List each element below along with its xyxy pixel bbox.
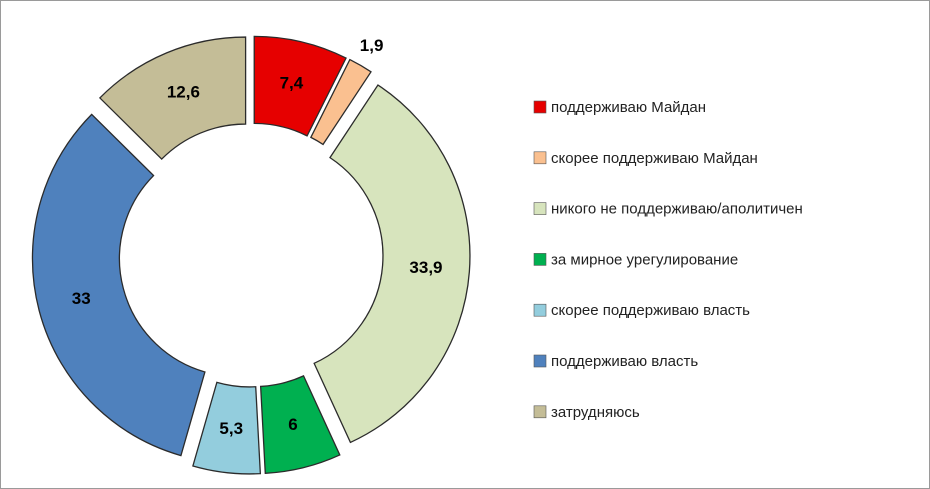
donut-slice — [98, 36, 247, 161]
legend-text: поддерживаю Майдан — [551, 99, 706, 116]
slice-label: 6 — [288, 415, 297, 434]
legend-swatch — [533, 303, 547, 317]
donut-slice — [253, 35, 347, 137]
slice-label: 5,3 — [219, 419, 243, 438]
slice-label: 1,9 — [360, 36, 384, 55]
legend-swatch — [533, 405, 547, 419]
legend-text: скорее поддерживаю Майдан — [551, 150, 758, 167]
donut-slice — [309, 58, 372, 146]
slice-label: 33 — [72, 289, 91, 308]
donut-slice — [259, 374, 341, 474]
legend-text: никого не поддерживаю/аполитичен — [551, 201, 803, 218]
donut-slice — [31, 113, 206, 457]
slice-label: 12,6 — [167, 83, 200, 102]
donut-slice — [313, 84, 471, 444]
legend-swatch — [533, 151, 547, 165]
legend-text: за мирное урегулирование — [551, 251, 738, 268]
legend-text: затрудняюсь — [551, 404, 640, 421]
legend-swatch — [533, 354, 547, 368]
slice-label: 7,4 — [280, 74, 304, 93]
legend-swatch — [533, 202, 547, 215]
slice-label: 33,9 — [409, 258, 442, 277]
legend-swatch — [533, 100, 547, 114]
legend-swatch — [533, 253, 547, 266]
legend-text: скорее поддерживаю власть — [551, 302, 750, 319]
legend-text: поддерживаю власть — [551, 353, 698, 370]
donut-slice — [192, 381, 262, 475]
